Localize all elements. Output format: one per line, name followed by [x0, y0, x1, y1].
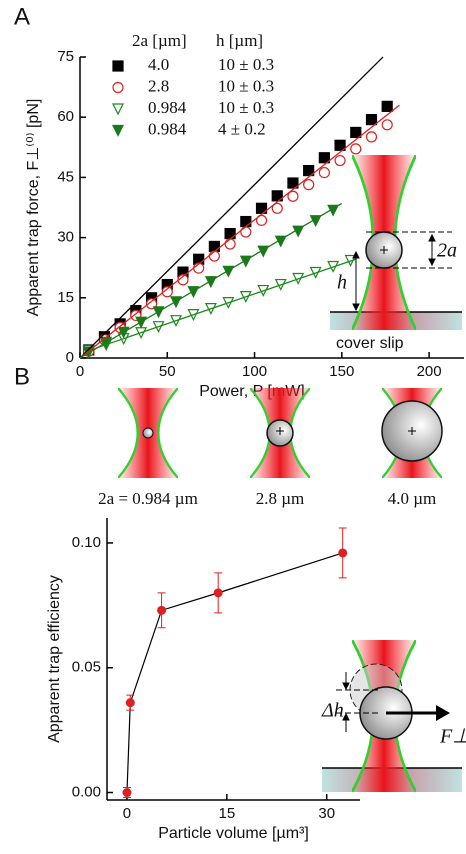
point [213, 588, 223, 598]
x-tick-label: 0 [123, 805, 131, 822]
legend-label: 4.0 [148, 55, 169, 74]
point [318, 152, 330, 164]
legend-label: 0.984 [148, 98, 187, 117]
point [381, 119, 393, 131]
point [125, 698, 135, 708]
annotation: h [337, 272, 347, 294]
y-tick-label: 0.05 [72, 659, 101, 676]
y-axis-title: Apparent trap efficiency [46, 575, 63, 743]
legend-marker [112, 60, 124, 72]
sphere-diagrams [118, 388, 443, 478]
x-tick-label: 0 [76, 363, 84, 380]
fit-line [79, 56, 384, 359]
point [208, 250, 220, 262]
y-tick-label: 75 [57, 48, 74, 65]
inset-diagram [322, 640, 462, 792]
point [338, 548, 348, 558]
x-tick-label: 100 [242, 363, 267, 380]
point [303, 179, 315, 191]
point [240, 226, 252, 238]
sphere-label: 4.0 µm [388, 489, 437, 508]
point [208, 240, 220, 253]
y-axis-title: Apparent trap force, F⊥⁽⁰⁾ [pN] [25, 99, 42, 317]
point [271, 202, 283, 214]
point [271, 190, 283, 202]
legend-label: 0.984 [148, 119, 187, 138]
point [350, 126, 362, 139]
x-axis-title: Particle volume [µm³] [158, 825, 309, 842]
point [381, 100, 393, 112]
y-tick-label: 0.00 [72, 783, 101, 800]
point [334, 139, 346, 151]
legend-label: 4 ± 0.2 [218, 119, 266, 138]
point [287, 177, 299, 189]
inset-diagram [330, 155, 462, 330]
fit-line [79, 258, 356, 359]
point [240, 215, 252, 228]
legend-marker [112, 124, 124, 137]
x-tick-label: 50 [159, 363, 176, 380]
panel-label: A [14, 3, 30, 30]
legend-label: 10 ± 0.3 [218, 98, 274, 117]
y-tick-label: 30 [57, 229, 74, 246]
point [303, 164, 315, 177]
line [126, 552, 343, 793]
panel-label: B [14, 363, 30, 390]
annotation: F⊥ [439, 726, 466, 748]
point [350, 143, 362, 155]
legend-header: 2a [µm] [132, 31, 187, 50]
point [365, 114, 378, 126]
point [318, 166, 330, 179]
point [255, 202, 268, 214]
annotation: cover slip [336, 335, 404, 352]
annotation: Δh [321, 700, 344, 722]
x-tick-label: 150 [329, 363, 354, 380]
y-tick-label: 45 [57, 168, 74, 185]
y-tick-label: 0.10 [72, 534, 101, 551]
legend-label: 10 ± 0.3 [218, 55, 274, 74]
x-tick-label: 15 [218, 805, 235, 822]
annotation: 2a [437, 240, 457, 262]
legend-label: 2.8 [148, 76, 169, 95]
sphere-label: 2a = 0.984 µm [98, 489, 198, 508]
point [365, 131, 378, 143]
point [122, 788, 132, 798]
y-tick-label: 15 [57, 289, 74, 306]
sphere-label: 2.8 µm [256, 489, 305, 508]
point [157, 605, 167, 615]
legend-header: h [µm] [216, 31, 263, 50]
fit-line [79, 104, 400, 359]
point [255, 214, 268, 226]
point [161, 286, 173, 298]
fit-line [79, 202, 343, 359]
x-tick-label: 30 [318, 805, 335, 822]
y-tick-label: 60 [57, 108, 74, 125]
point [334, 154, 346, 167]
legend-marker [112, 81, 124, 94]
x-tick-label: 200 [417, 363, 442, 380]
point [287, 190, 299, 202]
y-tick-label: 0 [66, 349, 74, 366]
legend-label: 10 ± 0.3 [218, 76, 274, 95]
legend-marker [112, 103, 124, 116]
point [224, 238, 236, 250]
